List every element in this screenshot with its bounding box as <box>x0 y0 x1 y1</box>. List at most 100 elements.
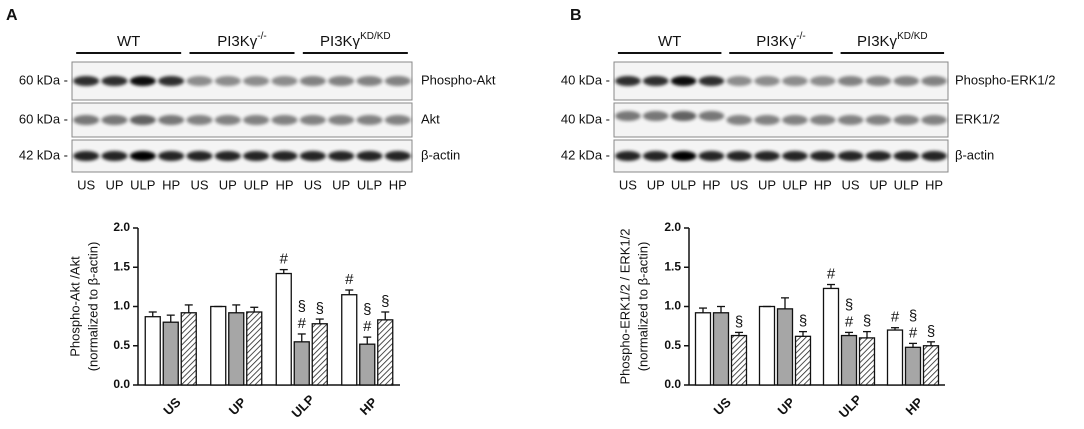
x-tick-label: US <box>711 394 735 418</box>
band <box>328 151 355 161</box>
bar <box>758 305 776 386</box>
panel-letter: B <box>570 7 582 24</box>
bar <box>162 321 179 386</box>
lane-label: ULP <box>357 177 382 192</box>
band <box>782 76 808 86</box>
y-tick-label: 2.0 <box>113 220 130 234</box>
bar <box>180 312 197 386</box>
bar <box>228 312 245 386</box>
group-name: WT <box>658 33 681 50</box>
group-superscript: -/- <box>796 31 805 42</box>
band <box>243 115 270 125</box>
group-label: PI3Kγ-/- <box>217 31 266 50</box>
x-tick-label: ULP <box>836 392 865 421</box>
x-tick-label: UP <box>775 394 799 418</box>
band <box>809 76 836 86</box>
band <box>214 115 241 125</box>
y-tick-label: 2.0 <box>664 220 681 234</box>
band <box>101 115 128 125</box>
band <box>356 151 383 161</box>
lane-label: ULP <box>244 177 269 192</box>
group-name: PI3Kγ <box>217 33 258 50</box>
significance-mark: # <box>845 313 854 330</box>
bar <box>712 312 730 386</box>
y-tick-label: 0.5 <box>113 338 130 352</box>
band <box>670 111 697 121</box>
lane-label: UP <box>105 177 123 192</box>
size-label: 40 kDa - <box>561 72 610 87</box>
band <box>726 151 753 161</box>
bar <box>311 323 328 386</box>
band <box>754 76 780 86</box>
group-name: PI3Kγ <box>857 33 898 50</box>
x-tick-label: HP <box>357 394 381 418</box>
band <box>73 115 100 125</box>
lane-label: US <box>77 177 95 192</box>
bar <box>377 319 394 386</box>
significance-mark: # <box>363 318 372 335</box>
band <box>129 76 156 86</box>
band <box>129 115 156 125</box>
size-label: 60 kDa - <box>19 72 68 87</box>
y-tick-label: 1.5 <box>113 259 130 273</box>
band <box>670 76 697 86</box>
band <box>158 151 185 161</box>
lane-label: HP <box>389 177 407 192</box>
group-name: WT <box>117 33 140 50</box>
bar <box>776 308 794 386</box>
significance-mark: # <box>280 251 289 268</box>
significance-mark: § <box>927 323 935 340</box>
bar <box>144 316 161 386</box>
significance-mark: § <box>363 301 371 318</box>
bar <box>210 305 227 386</box>
significance-mark: § <box>799 313 807 330</box>
group-name: PI3Kγ <box>756 33 797 50</box>
group-superscript: -/- <box>257 31 266 42</box>
x-tick-label: HP <box>903 394 927 418</box>
bar <box>822 287 840 386</box>
lane-label: HP <box>814 177 832 192</box>
band <box>837 76 864 86</box>
bar <box>730 334 748 386</box>
band <box>615 76 641 86</box>
band <box>837 151 864 161</box>
band <box>726 76 753 86</box>
significance-mark: § <box>863 313 871 330</box>
band <box>893 76 920 86</box>
lane-label: UP <box>219 177 237 192</box>
band <box>299 76 326 86</box>
x-tick-label: UP <box>226 394 250 418</box>
band <box>384 76 411 86</box>
band <box>73 76 100 86</box>
bar <box>341 294 358 386</box>
band <box>921 115 947 125</box>
band <box>214 76 241 86</box>
group-label: PI3KγKD/KD <box>857 31 928 50</box>
band <box>328 76 355 86</box>
group-label: PI3KγKD/KD <box>320 31 391 50</box>
y-tick-label: 1.0 <box>113 299 130 313</box>
band <box>865 151 892 161</box>
lane-label: ULP <box>894 177 919 192</box>
band <box>101 151 128 161</box>
band <box>698 76 725 86</box>
size-label: 40 kDa - <box>561 111 610 126</box>
band <box>186 115 213 125</box>
blot-box <box>613 102 949 138</box>
row-label: β-actin <box>421 147 460 162</box>
group-superscript: KD/KD <box>897 31 928 42</box>
x-tick-label: ULP <box>289 392 318 421</box>
size-label: 60 kDa - <box>19 111 68 126</box>
band <box>101 76 128 86</box>
lane-label: HP <box>702 177 720 192</box>
lane-label: ULP <box>130 177 155 192</box>
size-label: 42 kDa - <box>561 147 610 162</box>
band <box>782 115 808 125</box>
band <box>299 115 326 125</box>
group-label: WT <box>117 33 140 50</box>
row-label: ERK1/2 <box>955 111 1000 126</box>
significance-mark: # <box>298 315 307 332</box>
significance-mark: § <box>845 296 853 313</box>
lane-label: HP <box>275 177 293 192</box>
